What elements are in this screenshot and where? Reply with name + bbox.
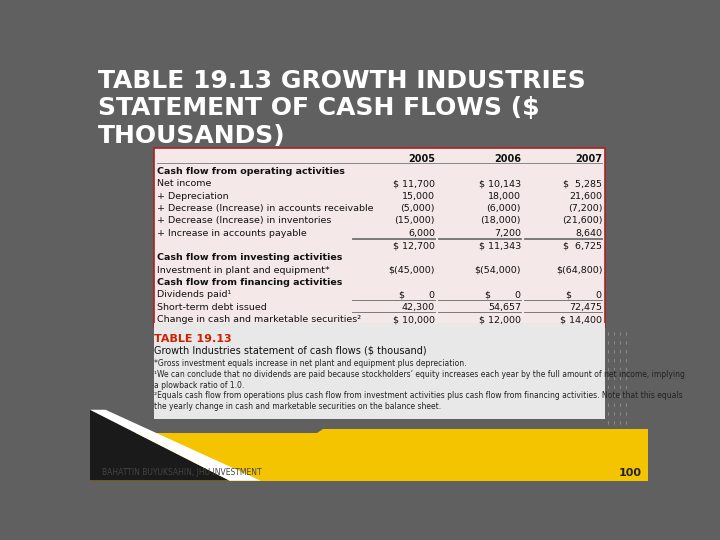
Bar bbox=[90, 433, 648, 481]
Text: $ 10,000: $ 10,000 bbox=[393, 315, 435, 324]
Text: ¹We can conclude that no dividends are paid because stockholders’ equity increas: ¹We can conclude that no dividends are p… bbox=[153, 370, 685, 379]
Polygon shape bbox=[90, 410, 261, 481]
Text: TABLE 19.13 GROWTH INDUSTRIES
STATEMENT OF CASH FLOWS ($
THOUSANDS): TABLE 19.13 GROWTH INDUSTRIES STATEMENT … bbox=[98, 69, 585, 148]
Text: 72,475: 72,475 bbox=[570, 303, 602, 312]
Text: $ 14,400: $ 14,400 bbox=[560, 315, 602, 324]
Text: Cash flow from financing activities: Cash flow from financing activities bbox=[157, 278, 342, 287]
Text: 18,000: 18,000 bbox=[488, 192, 521, 201]
Text: the yearly change in cash and marketable securities on the balance sheet.: the yearly change in cash and marketable… bbox=[153, 402, 441, 411]
Text: + Decrease (Increase) in inventories: + Decrease (Increase) in inventories bbox=[157, 217, 331, 226]
Text: $  5,285: $ 5,285 bbox=[563, 179, 602, 188]
Text: 15,000: 15,000 bbox=[402, 192, 435, 201]
Text: TABLE 19.13: TABLE 19.13 bbox=[153, 334, 231, 345]
Text: BAHATTIN BUYUKSAHIN, JHU INVESTMENT: BAHATTIN BUYUKSAHIN, JHU INVESTMENT bbox=[102, 468, 261, 477]
Text: 42,300: 42,300 bbox=[402, 303, 435, 312]
Text: a plowback ratio of 1.0.: a plowback ratio of 1.0. bbox=[153, 381, 244, 389]
Text: + Depreciation: + Depreciation bbox=[157, 192, 228, 201]
Text: 21,600: 21,600 bbox=[570, 192, 602, 201]
Text: 100: 100 bbox=[618, 468, 642, 478]
Text: (15,000): (15,000) bbox=[395, 217, 435, 226]
Text: 7,200: 7,200 bbox=[494, 229, 521, 238]
Text: 2006: 2006 bbox=[494, 154, 521, 164]
Text: Cash flow from operating activities: Cash flow from operating activities bbox=[157, 167, 345, 176]
Text: 54,657: 54,657 bbox=[488, 303, 521, 312]
Text: 6,000: 6,000 bbox=[408, 229, 435, 238]
Text: (5,000): (5,000) bbox=[400, 204, 435, 213]
Text: $(54,000): $(54,000) bbox=[474, 266, 521, 275]
Text: Growth Industries statement of cash flows ($ thousand): Growth Industries statement of cash flow… bbox=[153, 346, 426, 356]
Text: $ 12,700: $ 12,700 bbox=[393, 241, 435, 250]
Text: 2007: 2007 bbox=[575, 154, 602, 164]
Text: $  6,725: $ 6,725 bbox=[563, 241, 602, 250]
Text: (7,200): (7,200) bbox=[568, 204, 602, 213]
Text: 2005: 2005 bbox=[408, 154, 435, 164]
Text: $        0: $ 0 bbox=[399, 291, 435, 299]
Text: $ 12,000: $ 12,000 bbox=[479, 315, 521, 324]
Text: + Decrease (Increase) in accounts receivable: + Decrease (Increase) in accounts receiv… bbox=[157, 204, 373, 213]
Text: Investment in plant and equipment*: Investment in plant and equipment* bbox=[157, 266, 329, 275]
Text: Cash flow from investing activities: Cash flow from investing activities bbox=[157, 253, 342, 262]
Text: Short-term debt issued: Short-term debt issued bbox=[157, 303, 266, 312]
Text: $(45,000): $(45,000) bbox=[389, 266, 435, 275]
Text: $        0: $ 0 bbox=[485, 291, 521, 299]
Text: Net income: Net income bbox=[157, 179, 211, 188]
Text: *Gross investment equals increase in net plant and equipment plus depreciation.: *Gross investment equals increase in net… bbox=[153, 359, 466, 368]
Text: $(64,800): $(64,800) bbox=[556, 266, 602, 275]
Polygon shape bbox=[90, 410, 230, 481]
Text: (21,600): (21,600) bbox=[562, 217, 602, 226]
Text: 8,640: 8,640 bbox=[575, 229, 602, 238]
Text: Dividends paid¹: Dividends paid¹ bbox=[157, 291, 231, 299]
Text: $ 11,700: $ 11,700 bbox=[393, 179, 435, 188]
Text: + Increase in accounts payable: + Increase in accounts payable bbox=[157, 229, 307, 238]
Bar bbox=[153, 148, 606, 327]
Text: ²Equals cash flow from operations plus cash flow from investment activities plus: ²Equals cash flow from operations plus c… bbox=[153, 392, 682, 400]
Text: (6,000): (6,000) bbox=[487, 204, 521, 213]
Text: Change in cash and marketable securities²: Change in cash and marketable securities… bbox=[157, 315, 361, 324]
Polygon shape bbox=[245, 429, 648, 481]
Text: $ 11,343: $ 11,343 bbox=[479, 241, 521, 250]
Text: (18,000): (18,000) bbox=[480, 217, 521, 226]
Text: $ 10,143: $ 10,143 bbox=[479, 179, 521, 188]
Text: $        0: $ 0 bbox=[566, 291, 602, 299]
Bar bbox=[153, 323, 606, 419]
